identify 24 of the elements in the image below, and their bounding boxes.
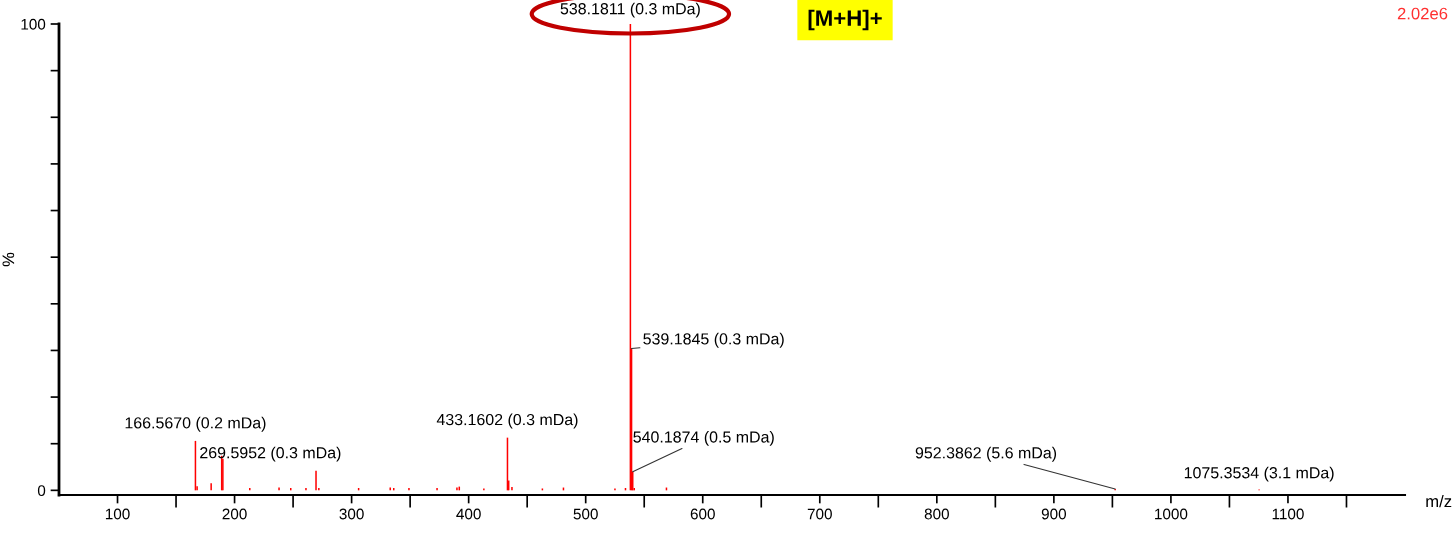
annotation: [M+H]+ xyxy=(808,9,882,31)
annotation: 269.5952 (0.3 mDa) xyxy=(200,446,341,462)
x-tick-label: 1000 xyxy=(1155,508,1188,520)
annotation: 539.1845 (0.3 mDa) xyxy=(643,332,784,348)
x-tick-label: 200 xyxy=(222,508,247,520)
annotation: 538.1811 (0.3 mDa) xyxy=(560,2,700,18)
annotation: 433.1602 (0.3 mDa) xyxy=(436,413,578,429)
x-tick-label: 500 xyxy=(573,508,598,520)
text: 2.02e6 xyxy=(1397,7,1448,20)
annotation: 952.3862 (5.6 mDa) xyxy=(915,446,1057,462)
x-tick-label: 900 xyxy=(1041,508,1067,520)
x-tick-label: 700 xyxy=(807,508,832,520)
x-axis-title: m/z xyxy=(1426,495,1452,508)
x-tick-label: 1100 xyxy=(1272,508,1304,520)
annotation: 166.5670 (0.2 mDa) xyxy=(125,416,266,432)
x-tick-label: 400 xyxy=(456,508,481,520)
y-axis-title: % xyxy=(2,252,15,267)
y-tick-label: 0 xyxy=(37,485,46,497)
x-tick-label: 600 xyxy=(690,508,715,520)
annotation: 540.1874 (0.5 mDa) xyxy=(633,430,774,446)
x-tick-label: 300 xyxy=(339,508,364,520)
x-tick-label: 100 xyxy=(105,508,130,520)
annotation: 1075.3534 (3.1 mDa) xyxy=(1184,466,1334,482)
x-tick-label: 800 xyxy=(924,508,949,520)
